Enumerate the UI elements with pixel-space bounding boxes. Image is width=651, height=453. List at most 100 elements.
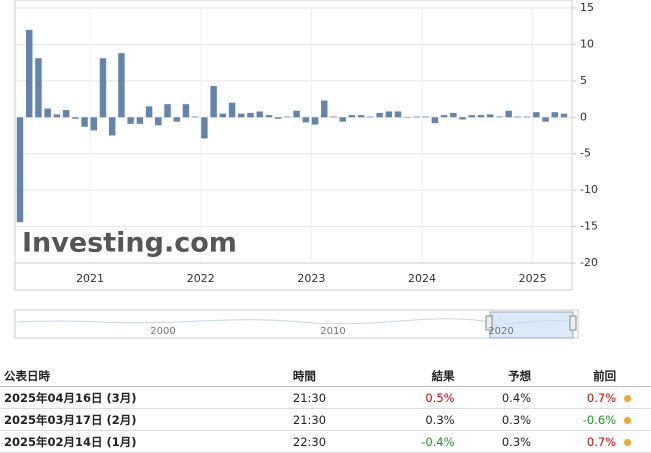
bar (247, 112, 254, 118)
column-header: 予想 (458, 365, 536, 387)
navigator-line (16, 312, 573, 330)
bar (348, 115, 356, 118)
bar (302, 117, 310, 123)
actual: 0.3% (373, 408, 459, 431)
bar (62, 110, 70, 118)
previous: 0.7% (535, 386, 621, 409)
bar (127, 117, 134, 124)
column-header: 公表日時 (0, 365, 289, 387)
bar (542, 117, 549, 122)
previous: 0.7% (535, 430, 621, 453)
bar (182, 104, 190, 118)
bar (468, 115, 476, 118)
y-tick-label: 15 (580, 1, 594, 14)
bar (72, 117, 79, 119)
bar (164, 104, 171, 118)
release-time: 22:30 (288, 430, 374, 453)
status-cell (620, 408, 651, 431)
navigator-label: 2010 (320, 326, 345, 337)
bar (35, 58, 42, 118)
y-tick-label: -20 (580, 256, 598, 269)
bar (145, 106, 153, 118)
navigator-label: 2000 (150, 326, 175, 337)
navigator-label: 2020 (488, 326, 513, 337)
bar (376, 112, 383, 118)
y-tick-label: 5 (580, 74, 587, 87)
chart: 15 10 5 0 -5 -10 -15 -20 2021 2022 2023 2024 2025 In… (14, 0, 598, 339)
bar (404, 117, 411, 118)
bar (477, 115, 485, 118)
bar (44, 108, 51, 118)
bar (413, 116, 420, 118)
data-table: 公表日時 時間 結果 予想 前回 2025年04月16日 (3月) 21:30 0.5% 0.… (0, 365, 651, 453)
bar (173, 117, 180, 122)
bar (25, 29, 33, 118)
forecast: 0.3% (458, 408, 536, 431)
bar (118, 53, 125, 118)
actual: 0.5% (373, 386, 459, 409)
bar (99, 58, 107, 118)
bar (108, 117, 116, 136)
previous: -0.6% (535, 408, 621, 431)
bar (440, 115, 448, 118)
y-tick-label: 10 (580, 37, 594, 50)
status-dot (624, 394, 632, 402)
status-cell (620, 430, 651, 453)
bar (228, 102, 236, 118)
bar (155, 117, 162, 126)
table-row: 2025年02月14日 (1月) 22:30 -0.4% 0.3% 0.7% (0, 430, 651, 453)
bar (459, 117, 466, 120)
x-tick-label: 2025 (519, 272, 547, 285)
y-tick-label: -10 (580, 183, 598, 196)
release-date: 2025年03月17日 (2月) (0, 408, 289, 431)
bar (191, 116, 199, 118)
bar (496, 116, 503, 118)
y-tick-label: -5 (580, 147, 591, 160)
x-tick-label: 2021 (76, 272, 104, 285)
bar (219, 113, 227, 118)
actual: -0.4% (373, 430, 459, 453)
bar (53, 114, 61, 118)
status-cell (620, 386, 651, 409)
navigator-handle[interactable] (569, 315, 577, 331)
y-tick-label: 0 (580, 110, 587, 123)
bar (330, 116, 337, 118)
bar (367, 116, 374, 118)
column-header: 前回 (535, 365, 621, 387)
status-dot (624, 416, 632, 424)
bar (450, 112, 457, 118)
bar (321, 100, 328, 118)
watermark: Investing.com (22, 228, 237, 259)
bar (505, 110, 512, 118)
release-date: 2025年02月14日 (1月) (0, 430, 289, 453)
navigator-handle[interactable] (485, 315, 493, 331)
bar (265, 115, 273, 118)
bar (136, 117, 144, 124)
table-row: 2025年04月16日 (3月) 21:30 0.5% 0.4% 0.7% (0, 386, 651, 409)
bar (274, 117, 282, 119)
table-row: 2025年03月17日 (2月) 21:30 0.3% 0.3% -0.6% (0, 408, 651, 431)
navigator-selection[interactable] (489, 311, 574, 339)
x-tick-label: 2022 (187, 272, 215, 285)
plot-frame (14, 0, 573, 291)
status-dot (624, 438, 632, 446)
bar (16, 117, 24, 223)
forecast: 0.4% (458, 386, 536, 409)
bar (422, 116, 429, 118)
bar (560, 113, 568, 118)
column-header: 時間 (288, 365, 374, 387)
bar (533, 112, 540, 118)
navigator (14, 309, 579, 339)
bar (90, 117, 97, 131)
bar (394, 111, 402, 118)
bar (238, 113, 245, 118)
bar (357, 115, 365, 118)
bar (284, 116, 291, 118)
bar (201, 117, 208, 139)
bar (551, 112, 559, 118)
column-header: 結果 (373, 365, 459, 387)
bar (210, 85, 217, 118)
bar (385, 111, 393, 118)
release-date: 2025年04月16日 (3月) (0, 386, 289, 409)
